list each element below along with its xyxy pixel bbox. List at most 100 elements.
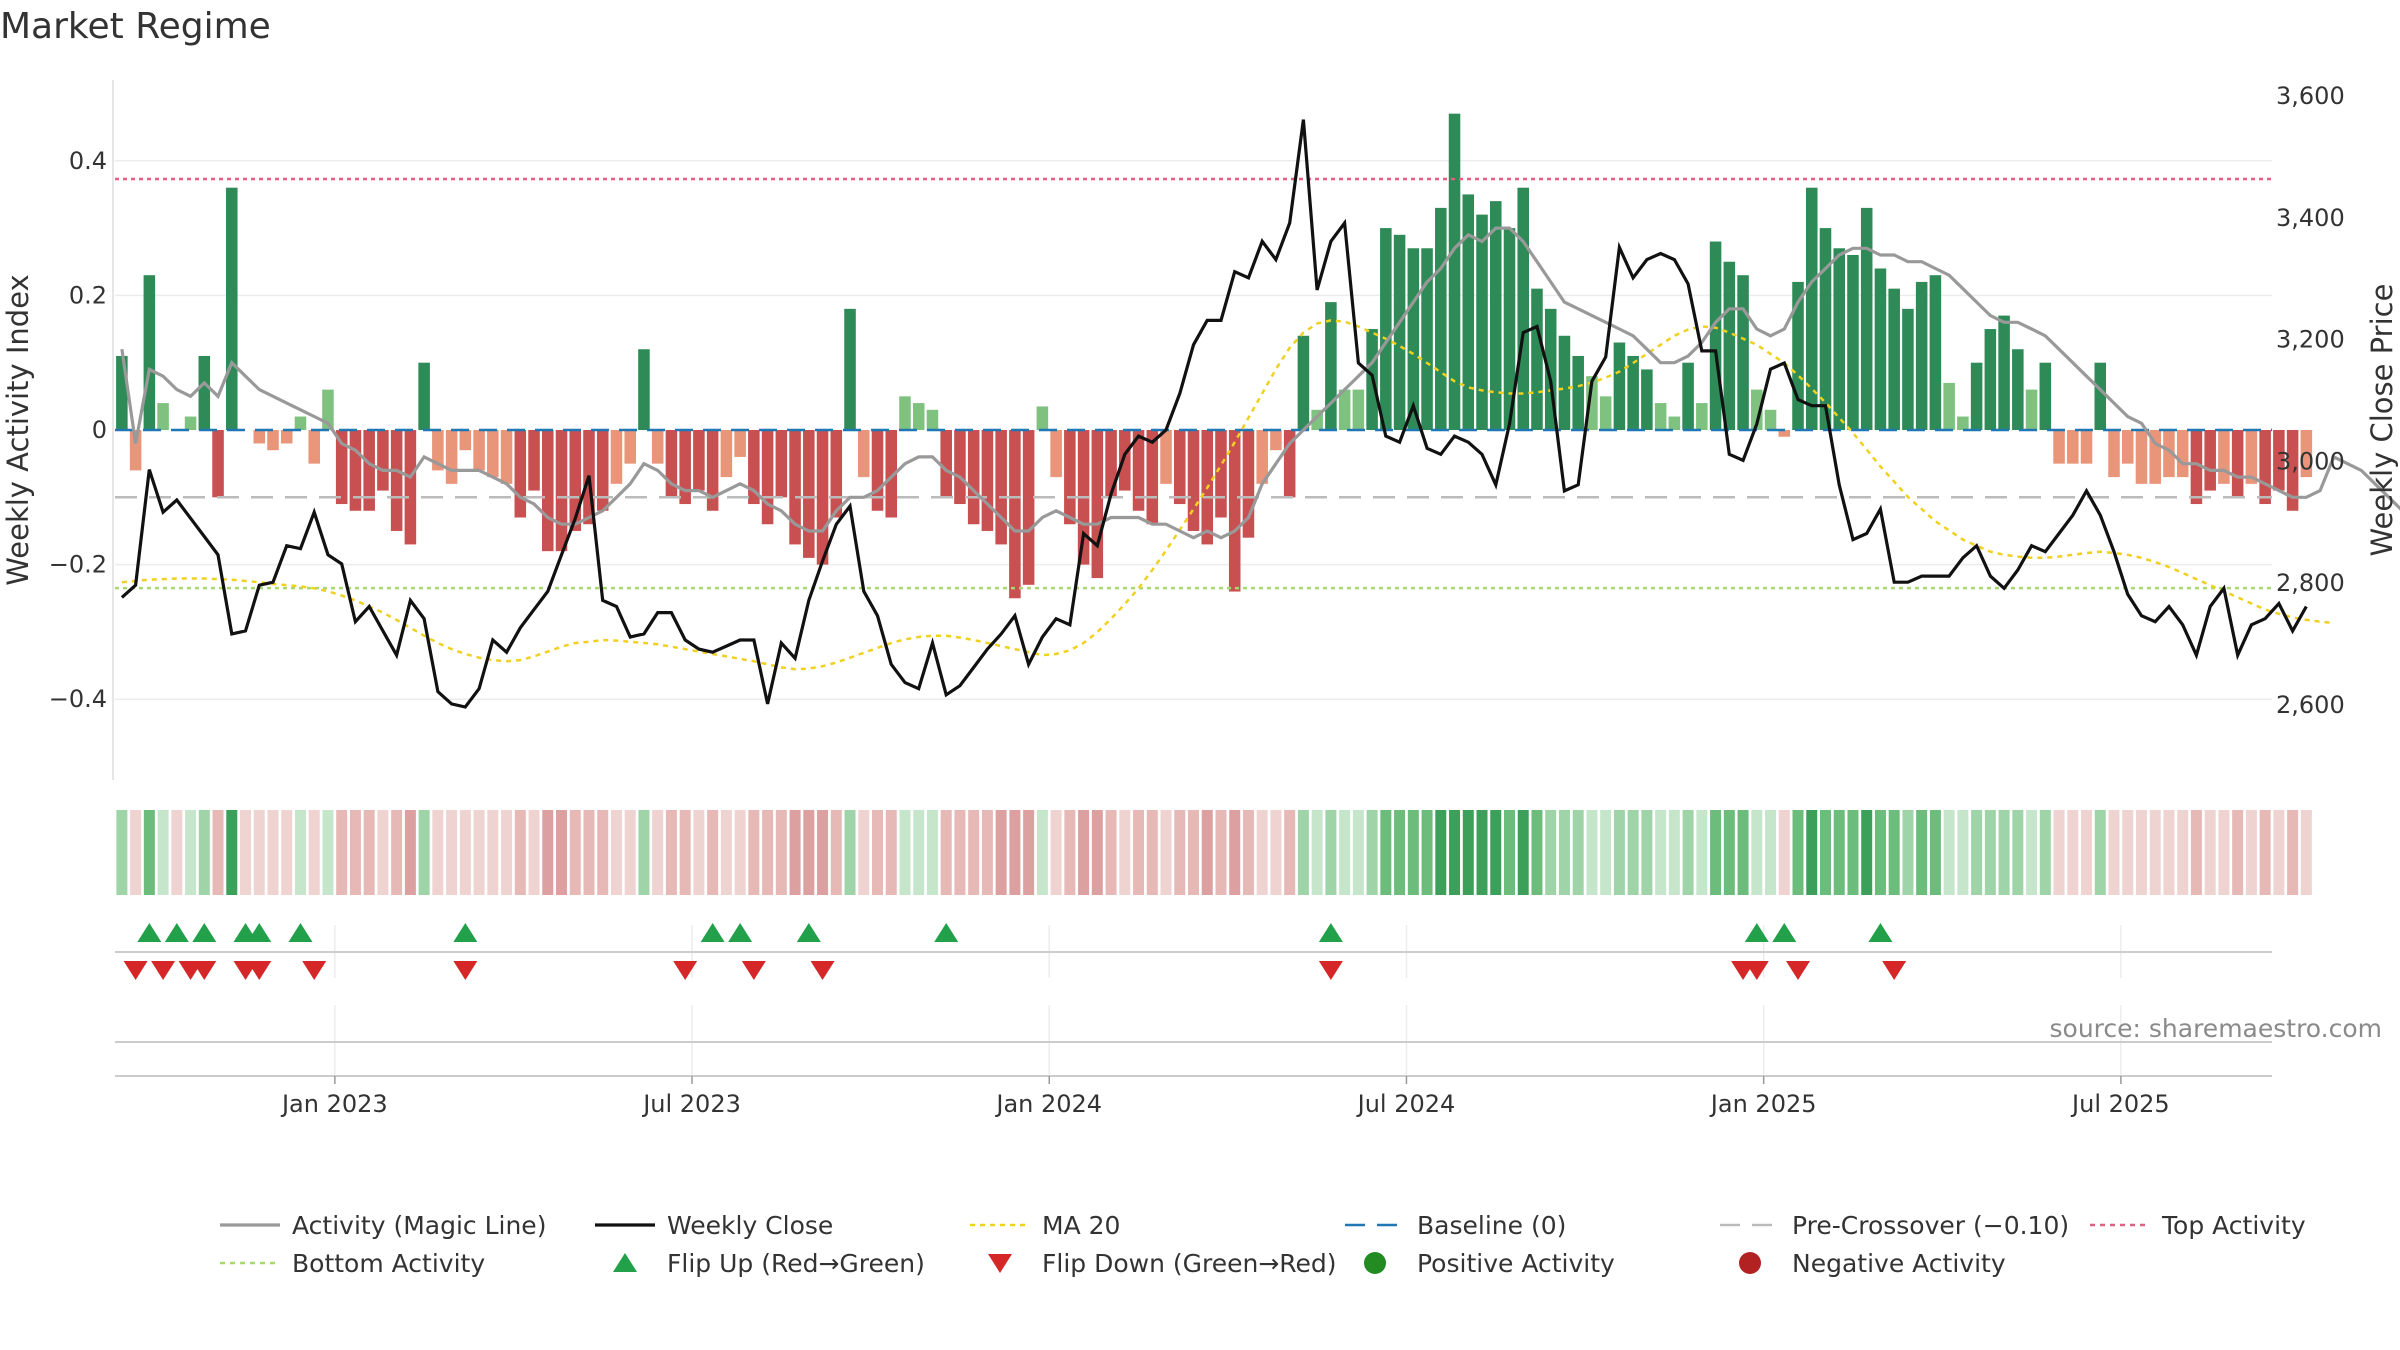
regime-cell bbox=[597, 810, 609, 895]
flip-down-marker bbox=[1786, 961, 1811, 980]
regime-cell bbox=[240, 810, 252, 895]
regime-cell bbox=[2026, 810, 2038, 895]
regime-cell bbox=[2259, 810, 2271, 895]
regime-cell bbox=[1311, 810, 1323, 895]
y2-tick-label: 3,000 bbox=[2276, 447, 2345, 475]
regime-cell bbox=[2190, 810, 2202, 895]
regime-cell bbox=[1421, 810, 1433, 895]
activity-bar bbox=[1874, 268, 1887, 430]
activity-bar bbox=[1682, 362, 1694, 430]
activity-bars bbox=[116, 113, 2313, 599]
regime-cell bbox=[1449, 810, 1461, 895]
activity-bar bbox=[143, 275, 156, 430]
regime-cell bbox=[1188, 810, 1199, 895]
regime-cell bbox=[1091, 810, 1103, 895]
regime-cell bbox=[1380, 810, 1392, 895]
regime-cell bbox=[1339, 810, 1351, 895]
regime-cell bbox=[487, 810, 499, 895]
regime-cell bbox=[1929, 810, 1941, 895]
regime-cell bbox=[1531, 810, 1543, 895]
legend: Activity (Magic Line) Weekly Close MA 20 Ba… bbox=[220, 1211, 2306, 1278]
flip-up-marker bbox=[164, 923, 189, 942]
activity-bar bbox=[1105, 430, 1117, 498]
activity-bar bbox=[322, 389, 334, 430]
activity-bar bbox=[1325, 302, 1337, 430]
regime-cell bbox=[1462, 810, 1474, 895]
regime-cell bbox=[1119, 810, 1131, 895]
y2-tick-label: 2,800 bbox=[2276, 569, 2345, 597]
activity-bar bbox=[116, 355, 128, 430]
activity-bar bbox=[253, 430, 266, 444]
legend-swatch bbox=[988, 1254, 1012, 1273]
regime-cell bbox=[1668, 810, 1680, 895]
activity-bar bbox=[1888, 288, 1900, 430]
activity-bar bbox=[1943, 382, 1955, 430]
activity-bar bbox=[2259, 430, 2271, 505]
regime-cell bbox=[322, 810, 334, 895]
activity-bar bbox=[706, 430, 719, 511]
y-tick-label: −0.2 bbox=[49, 551, 107, 579]
regime-cell bbox=[1050, 810, 1062, 895]
regime-cell bbox=[720, 810, 732, 895]
activity-bar bbox=[1009, 430, 1021, 599]
activity-bar bbox=[1696, 403, 1708, 430]
flip-down-marker bbox=[302, 961, 327, 980]
flip-down-marker bbox=[673, 961, 698, 980]
activity-bar bbox=[1228, 430, 1241, 592]
regime-cell bbox=[2081, 810, 2093, 895]
regime-cell bbox=[1284, 810, 1296, 895]
activity-bar bbox=[1915, 281, 1928, 430]
regime-cell bbox=[748, 810, 760, 895]
activity-bar bbox=[1847, 255, 1859, 430]
regime-cell bbox=[940, 810, 952, 895]
regime-cell bbox=[1710, 810, 1722, 895]
flip-down-marker bbox=[151, 961, 176, 980]
y-tick-label: 0.4 bbox=[69, 147, 107, 175]
activity-bar bbox=[390, 430, 403, 531]
regime-cell bbox=[1902, 810, 1914, 895]
activity-bar bbox=[899, 396, 911, 430]
activity-bar bbox=[1242, 430, 1255, 538]
regime-cell bbox=[1572, 810, 1584, 895]
regime-cell bbox=[501, 810, 513, 895]
activity-bar bbox=[844, 308, 856, 430]
regime-cell bbox=[1476, 810, 1488, 895]
activity-bar bbox=[2121, 430, 2134, 464]
activity-bar bbox=[542, 430, 554, 552]
activity-bar bbox=[1792, 281, 1804, 430]
regime-cell bbox=[981, 810, 993, 895]
activity-bar bbox=[1119, 430, 1131, 491]
activity-bar bbox=[1407, 248, 1420, 430]
regime-cell bbox=[185, 810, 197, 895]
flip-up-marker bbox=[192, 923, 217, 942]
activity-bar bbox=[226, 187, 238, 430]
regime-cell bbox=[1078, 810, 1090, 895]
regime-cell bbox=[157, 810, 169, 895]
regime-cell bbox=[1503, 810, 1515, 895]
regime-cell bbox=[1627, 810, 1639, 895]
regime-cell bbox=[1394, 810, 1406, 895]
regime-cell bbox=[377, 810, 389, 895]
flip-down-marker bbox=[741, 961, 766, 980]
regime-cell bbox=[1366, 810, 1378, 895]
activity-bar bbox=[940, 430, 952, 498]
activity-bar bbox=[1778, 430, 1791, 437]
activity-bar bbox=[1448, 113, 1461, 431]
regime-cell bbox=[404, 810, 416, 895]
activity-bar bbox=[2245, 430, 2258, 484]
regime-cell bbox=[1655, 810, 1667, 895]
legend-swatch bbox=[613, 1253, 637, 1272]
activity-bar bbox=[1517, 187, 1530, 430]
regime-cell bbox=[556, 810, 568, 895]
regime-cell bbox=[294, 810, 306, 895]
activity-bar bbox=[2067, 430, 2079, 464]
regime-cell bbox=[2067, 810, 2079, 895]
activity-bar bbox=[1036, 406, 1049, 430]
activity-bar bbox=[308, 430, 320, 464]
regime-cell bbox=[913, 810, 925, 895]
activity-bar bbox=[1022, 430, 1035, 585]
regime-cell bbox=[1325, 810, 1337, 895]
regime-cell bbox=[1256, 810, 1268, 895]
regime-cell bbox=[336, 810, 348, 895]
activity-bar bbox=[349, 430, 362, 511]
